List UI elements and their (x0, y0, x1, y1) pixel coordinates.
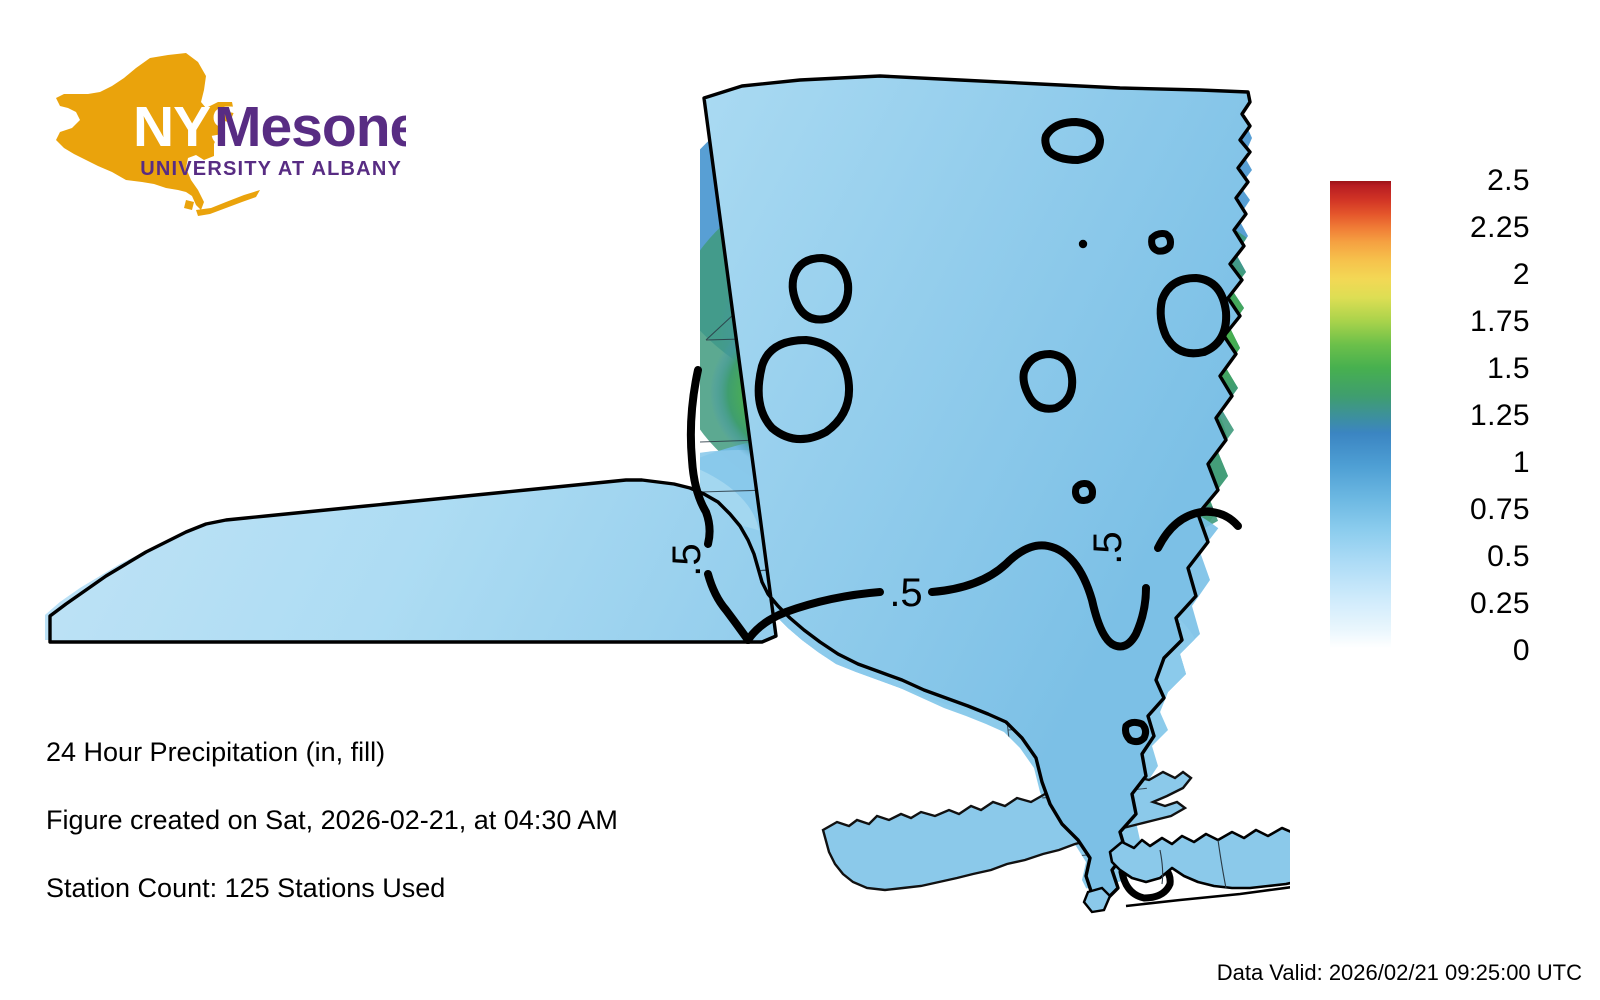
colorbar-tick-2-25: 2.25 (1470, 211, 1530, 244)
colorbar: 2.5 2.25 2 1.75 1.5 1.25 1 0.75 0.5 0.25… (1300, 160, 1530, 670)
colorbar-tick-0: 0 (1512, 634, 1530, 667)
colorbar-tick-2: 2 (1512, 258, 1530, 291)
colorbar-tick-0-5: 0.5 (1487, 540, 1530, 573)
nys-mesonet-logo: NYS Mesonet UNIVERSITY AT ALBANY (46, 50, 406, 235)
caption-created: Figure created on Sat, 2026-02-21, at 04… (46, 805, 618, 835)
figure-caption-block: 24 Hour Precipitation (in, fill) Figure … (46, 718, 746, 922)
precipitation-map: .5 .5 .5 (0, 40, 1290, 940)
colorbar-tick-0-75: 0.75 (1470, 493, 1530, 526)
colorbar-tick-2-5: 2.5 (1487, 164, 1530, 197)
contour-closed-oswego (754, 336, 853, 443)
contour-closed-clinton (1156, 274, 1231, 358)
logo-nys-text: NYS (133, 95, 247, 159)
colorbar-tick-0-25: 0.25 (1470, 587, 1530, 620)
contour-half-south (744, 588, 884, 644)
data-valid-timestamp: Data Valid: 2026/02/21 09:25:00 UTC (1216, 960, 1582, 985)
contour-label-east: .5 (1086, 531, 1130, 564)
contour-half-west (686, 366, 714, 548)
logo-mesonet-text: Mesonet (214, 95, 406, 159)
colorbar-tick-1-75: 1.75 (1470, 305, 1530, 338)
contour-half-east (1154, 507, 1242, 552)
contour-half-south-right (928, 541, 1150, 651)
station-marker (1078, 239, 1088, 249)
contour-label-west: .5 (665, 543, 709, 576)
contour-closed-franklin-north (1041, 118, 1104, 164)
colorbar-tick-1-5: 1.5 (1487, 352, 1530, 385)
colorbar-gradient (1330, 181, 1391, 648)
long-island-detail (1082, 826, 1290, 914)
contour-closed-herkimer (1019, 350, 1077, 413)
contour-half-west-lower (704, 570, 752, 644)
caption-title: 24 Hour Precipitation (in, fill) (46, 737, 386, 767)
contour-lines (686, 118, 1242, 902)
ny-state-shape-icon (56, 53, 260, 216)
contour-closed-tiny-essex (1148, 230, 1174, 255)
contour-label-south: .5 (889, 571, 922, 615)
colorbar-tick-1-25: 1.25 (1470, 399, 1530, 432)
contour-closed-tiny-herkimer-s (1072, 480, 1096, 504)
contour-labels: .5 .5 .5 (665, 531, 1130, 615)
contour-closed-tiny-hudson (1122, 718, 1150, 746)
colorbar-tick-1: 1 (1512, 446, 1530, 479)
contour-closed-wayne (788, 254, 853, 324)
caption-station-count: Station Count: 125 Stations Used (46, 873, 446, 903)
logo-subtitle-text: UNIVERSITY AT ALBANY (140, 158, 402, 180)
